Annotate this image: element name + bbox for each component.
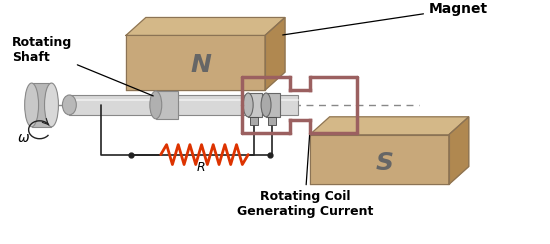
Polygon shape (126, 35, 265, 90)
Bar (268, 117, 276, 125)
Ellipse shape (25, 83, 39, 127)
Ellipse shape (45, 83, 58, 127)
Bar (250, 117, 258, 125)
Ellipse shape (261, 93, 271, 117)
Text: S: S (375, 151, 393, 174)
Polygon shape (449, 117, 469, 184)
Polygon shape (310, 135, 449, 184)
Bar (156, 91, 178, 119)
Polygon shape (265, 18, 285, 90)
Text: Rotating
Shaft: Rotating Shaft (12, 36, 153, 96)
Text: Magnet: Magnet (283, 1, 488, 35)
Bar (266, 93, 280, 117)
Ellipse shape (243, 93, 253, 117)
Text: R: R (196, 161, 205, 174)
Ellipse shape (62, 95, 76, 115)
Ellipse shape (150, 91, 162, 119)
Polygon shape (126, 18, 285, 35)
Bar (69, 95, 298, 115)
Text: ω: ω (18, 131, 30, 145)
Bar (248, 93, 262, 117)
Polygon shape (310, 117, 469, 135)
Text: Rotating Coil
Generating Current: Rotating Coil Generating Current (236, 135, 373, 218)
Text: N: N (190, 53, 211, 77)
Bar (31, 83, 52, 127)
